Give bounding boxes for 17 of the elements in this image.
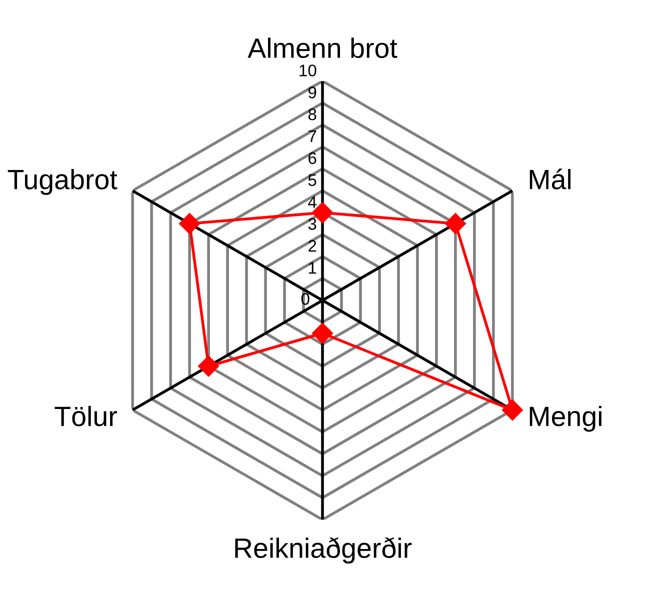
spoke-label: Tölur bbox=[54, 406, 117, 426]
spoke-label: Almenn brot bbox=[248, 38, 398, 58]
y-tick-label: 7 bbox=[308, 130, 316, 142]
spoke-label: Tugabrot bbox=[8, 169, 118, 195]
spoke-label: Reikniaðgerðir bbox=[235, 537, 412, 564]
spoke-label: Mál bbox=[530, 168, 571, 190]
y-tick-label: 2 bbox=[308, 240, 316, 252]
spoke-label: Mengi bbox=[530, 406, 602, 432]
y-tick-label: 4 bbox=[308, 196, 316, 208]
y-tick-label: 3 bbox=[308, 218, 316, 230]
y-tick-label: 10 bbox=[300, 64, 316, 76]
y-tick-label: 8 bbox=[308, 108, 316, 120]
y-tick-label: 6 bbox=[308, 152, 316, 164]
y-tick-label: 0 bbox=[301, 293, 310, 305]
y-tick-label: 5 bbox=[308, 174, 316, 186]
y-tick-label: 1 bbox=[308, 262, 316, 274]
y-tick-label: 9 bbox=[308, 86, 316, 98]
